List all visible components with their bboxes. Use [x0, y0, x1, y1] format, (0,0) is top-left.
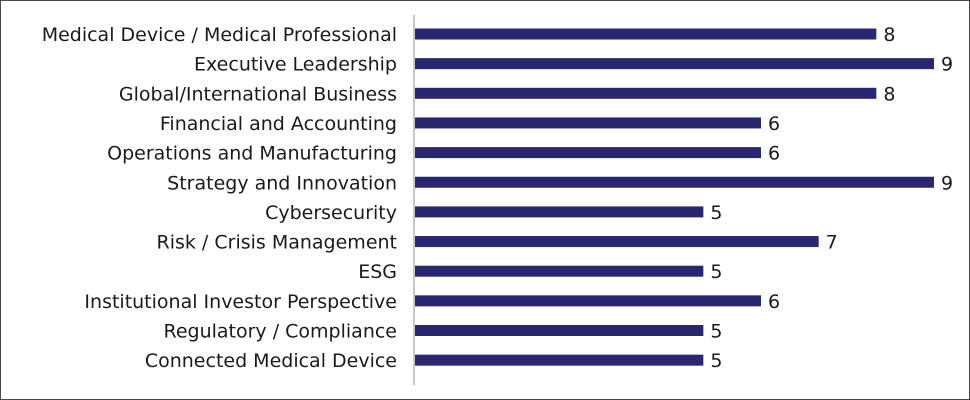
- category-label: Executive Leadership: [194, 54, 397, 76]
- value-label: 8: [883, 24, 895, 46]
- value-label: 6: [768, 113, 780, 135]
- bar: [415, 87, 877, 99]
- category-label: Strategy and Innovation: [167, 172, 397, 194]
- value-label: 5: [710, 321, 722, 343]
- category-label: ESG: [358, 261, 397, 283]
- bar: [415, 236, 819, 248]
- value-label: 5: [710, 202, 722, 224]
- category-label: Risk / Crisis Management: [157, 232, 398, 254]
- bar: [415, 206, 704, 218]
- value-label: 5: [710, 350, 722, 372]
- bar: [415, 265, 704, 277]
- bar: [415, 176, 934, 188]
- value-labels: 8 9 8 6 6 9 5 7 5 6 5 5: [710, 24, 953, 372]
- category-label: Regulatory / Compliance: [163, 321, 397, 343]
- bar: [415, 117, 761, 129]
- bar: [415, 28, 877, 40]
- bar: [415, 147, 761, 159]
- category-label: Cybersecurity: [265, 202, 397, 224]
- bar: [415, 354, 704, 366]
- value-label: 5: [710, 261, 722, 283]
- value-label: 7: [826, 232, 838, 254]
- value-label: 6: [768, 291, 780, 313]
- category-label: Financial and Accounting: [160, 113, 397, 135]
- category-labels: Medical Device / Medical Professional Exe…: [42, 24, 397, 372]
- bars: [415, 28, 934, 366]
- category-label: Global/International Business: [119, 83, 397, 105]
- category-label: Institutional Investor Perspective: [84, 291, 397, 313]
- value-label: 9: [941, 172, 953, 194]
- bar: [415, 295, 761, 307]
- category-label: Connected Medical Device: [145, 350, 397, 372]
- bar: [415, 325, 704, 336]
- category-label: Operations and Manufacturing: [107, 143, 397, 165]
- value-label: 9: [941, 54, 953, 76]
- value-label: 8: [883, 83, 895, 105]
- value-label: 6: [768, 143, 780, 165]
- category-label: Medical Device / Medical Professional: [42, 24, 397, 46]
- bar: [415, 58, 934, 70]
